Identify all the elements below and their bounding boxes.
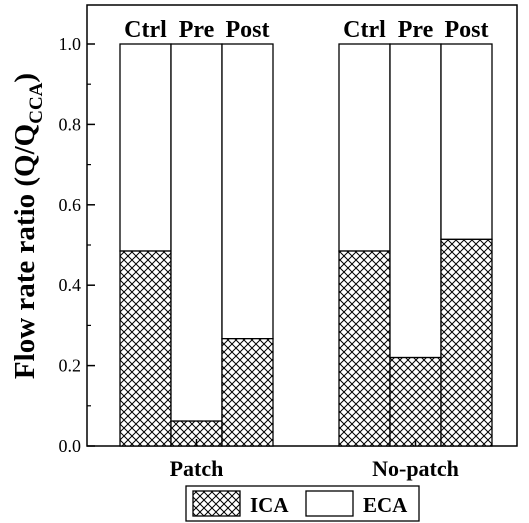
group-labels: Patch No-patch xyxy=(170,439,459,481)
plot-frame xyxy=(86,4,518,447)
legend-label-ica: ICA xyxy=(250,493,289,517)
bar-labels: Ctrl Pre Post Ctrl Pre Post xyxy=(124,17,488,43)
group-label: No-patch xyxy=(372,456,459,481)
y-axis-label-subscript: CCA xyxy=(26,82,47,123)
bar-ica-no-patch-pre xyxy=(389,356,442,447)
legend-swatch-ica xyxy=(192,490,241,517)
bar-ica-no-patch-post xyxy=(440,238,493,447)
y-axis-label: Flow rate ratio (Q/QCCA) xyxy=(9,73,47,379)
bar-eca-patch-pre xyxy=(170,43,223,422)
bar-label: Post xyxy=(226,17,270,43)
y-tick-label: 0.8 xyxy=(59,114,82,134)
y-tick-label: 1.0 xyxy=(59,34,82,54)
bar-label: Post xyxy=(445,17,489,43)
bar-ica-no-patch-ctrl xyxy=(338,250,391,447)
legend-swatch-eca xyxy=(305,490,354,517)
group-label: Patch xyxy=(170,456,224,481)
y-axis: 0.0 0.2 0.4 0.6 0.8 1.0 xyxy=(59,34,95,456)
bar-ica-patch-ctrl xyxy=(119,250,172,447)
y-tick-label: 0.0 xyxy=(59,436,82,456)
bar-eca-patch-ctrl xyxy=(119,43,172,252)
y-tick-label: 0.4 xyxy=(59,275,82,295)
bar-label: Pre xyxy=(179,17,215,43)
y-tick-label: 0.2 xyxy=(59,356,82,376)
bar-eca-no-patch-ctrl xyxy=(338,43,391,252)
bar-eca-patch-post xyxy=(221,43,274,340)
bars-layer xyxy=(119,43,493,447)
legend: ICA ECA xyxy=(185,485,420,522)
bar-eca-no-patch-post xyxy=(440,43,493,241)
legend-label-eca: ECA xyxy=(363,493,408,517)
y-tick-label: 0.6 xyxy=(59,195,82,215)
bar-label: Pre xyxy=(398,17,434,43)
bar-eca-no-patch-pre xyxy=(389,43,442,359)
bar-label: Ctrl xyxy=(343,17,386,43)
bar-ica-patch-post xyxy=(221,338,274,447)
bar-label: Ctrl xyxy=(124,17,167,43)
